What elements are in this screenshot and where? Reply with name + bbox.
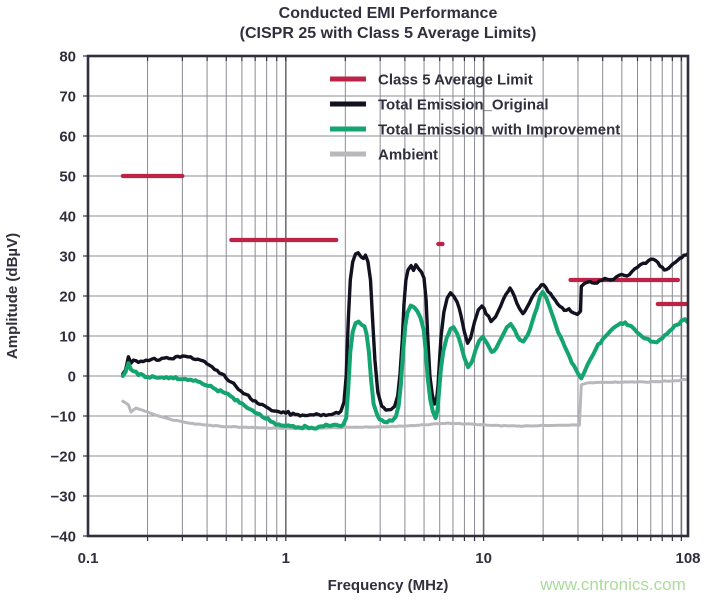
y-tick-label: 10 <box>59 328 76 345</box>
y-tick-label: 20 <box>59 288 76 305</box>
x-tick-labels: 0.1 1 10 108 <box>78 550 701 567</box>
series-original-line <box>121 251 688 418</box>
y-tick-label: 70 <box>59 88 76 105</box>
y-tick-label: 50 <box>59 168 76 185</box>
legend-item-improved: Total Emission_with Improvement <box>330 122 620 139</box>
series-improved-line <box>120 290 688 431</box>
series-lines <box>120 173 688 431</box>
legend-label-original: Total Emission_Original <box>378 97 549 114</box>
x-tick-label: 108 <box>675 550 700 567</box>
x-tick-label: 0.1 <box>78 550 99 567</box>
y-tick-label: 0 <box>68 368 76 385</box>
y-axis-label: Amplitude (dBµV) <box>4 233 21 359</box>
y-tick-labels: 80 70 60 50 40 30 20 10 0 −10 −20 −30 −40 <box>51 48 76 545</box>
y-tick-label: −20 <box>51 448 76 465</box>
chart-title-line2: (CISPR 25 with Class 5 Average Limits) <box>240 25 537 42</box>
y-tick-label: 60 <box>59 128 76 145</box>
legend-item-original: Total Emission_Original <box>330 97 549 114</box>
x-axis-label: Frequency (MHz) <box>328 577 449 594</box>
series-ambient-line <box>121 377 688 430</box>
y-tick-label: −30 <box>51 488 76 505</box>
legend: Class 5 Average Limit Total Emission_Orig… <box>330 72 620 164</box>
legend-item-ambient: Ambient <box>330 147 438 164</box>
legend-label-ambient: Ambient <box>378 147 438 164</box>
y-tick-label: 30 <box>59 248 76 265</box>
legend-label-improved: Total Emission_with Improvement <box>378 122 620 139</box>
y-tick-label: 40 <box>59 208 76 225</box>
y-tick-label: −10 <box>51 408 76 425</box>
x-tick-label: 1 <box>282 550 290 567</box>
legend-label-limit: Class 5 Average Limit <box>378 72 533 89</box>
x-tick-label: 10 <box>475 550 492 567</box>
watermark: www.cntronics.com <box>539 575 685 594</box>
y-tick-label: 80 <box>59 48 76 65</box>
legend-item-limit: Class 5 Average Limit <box>330 72 533 89</box>
chart-title-line1: Conducted EMI Performance <box>279 5 498 22</box>
y-tick-label: −40 <box>51 528 76 545</box>
plot-frame <box>86 54 690 538</box>
